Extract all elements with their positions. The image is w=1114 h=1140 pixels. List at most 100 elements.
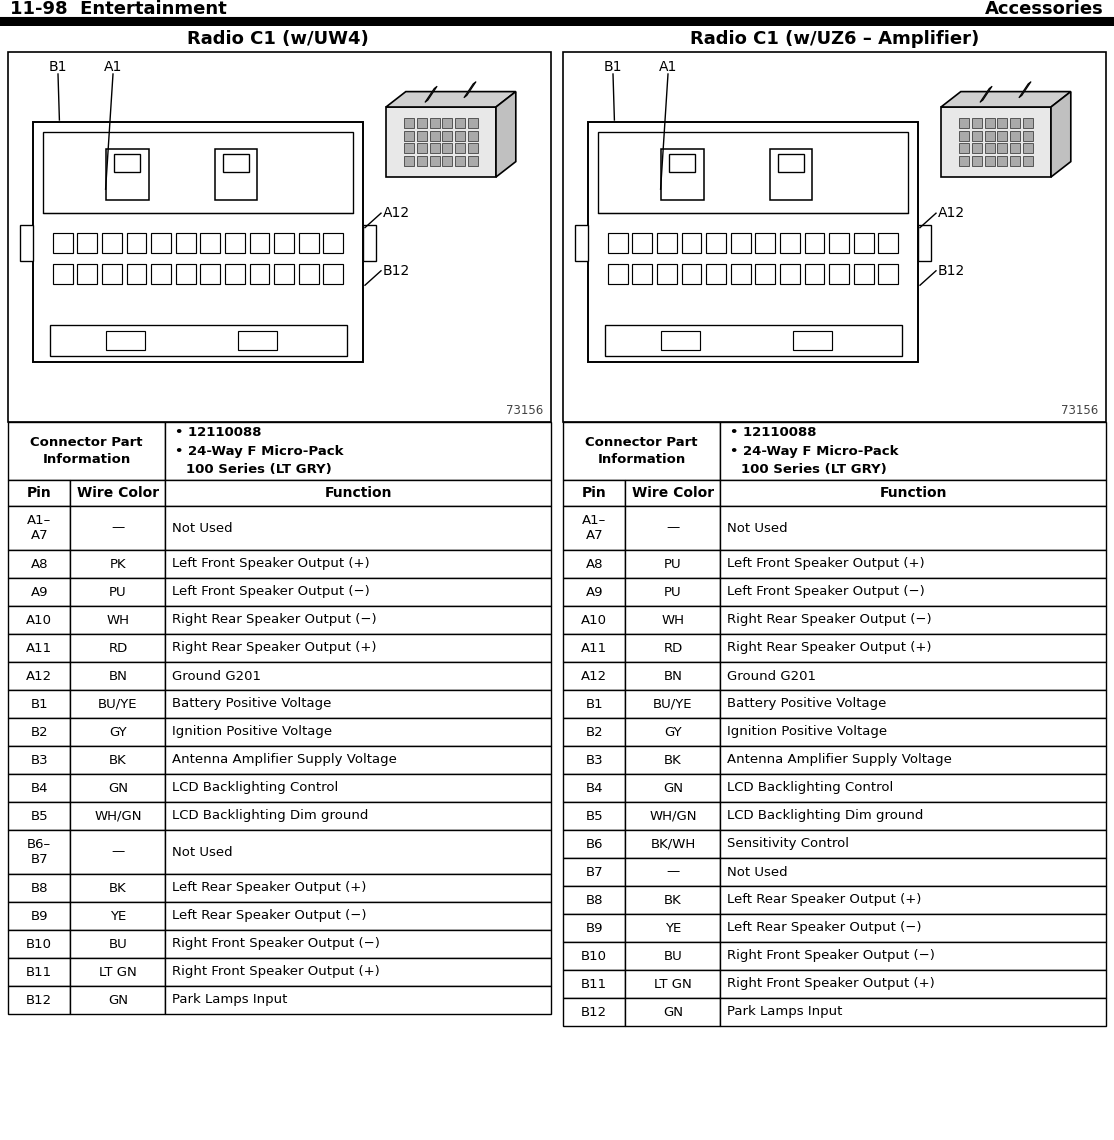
Bar — [563, 718, 625, 746]
Bar — [299, 264, 319, 284]
Bar — [166, 986, 551, 1013]
Bar — [563, 690, 625, 718]
Bar — [8, 506, 70, 549]
Bar — [70, 958, 166, 986]
Bar — [201, 234, 221, 253]
Bar — [633, 234, 652, 253]
Bar — [166, 634, 551, 662]
Text: Left Rear Speaker Output (−): Left Rear Speaker Output (−) — [173, 910, 367, 922]
Text: • 24-Way F Micro-Pack: • 24-Way F Micro-Pack — [176, 446, 344, 458]
Text: B12: B12 — [383, 263, 410, 278]
Text: Right Rear Speaker Output (+): Right Rear Speaker Output (+) — [727, 642, 932, 654]
Bar — [625, 803, 721, 830]
Bar — [70, 718, 166, 746]
Bar — [404, 119, 414, 128]
Text: Right Rear Speaker Output (−): Right Rear Speaker Output (−) — [727, 613, 932, 627]
Text: BK: BK — [109, 754, 127, 766]
Bar — [225, 234, 245, 253]
Bar — [563, 634, 625, 662]
Text: Radio C1 (w/UZ6 – Amplifier): Radio C1 (w/UZ6 – Amplifier) — [691, 30, 979, 48]
Bar — [70, 690, 166, 718]
Bar — [563, 886, 625, 914]
Bar — [878, 234, 898, 253]
Text: B12: B12 — [938, 263, 965, 278]
Text: A1–
A7: A1– A7 — [27, 514, 51, 542]
Text: Wire Color: Wire Color — [77, 486, 159, 500]
Text: Antenna Amplifier Supply Voltage: Antenna Amplifier Supply Voltage — [173, 754, 398, 766]
Bar — [52, 264, 72, 284]
Bar — [1023, 156, 1033, 166]
Text: LCD Backlighting Control: LCD Backlighting Control — [727, 782, 893, 795]
Text: B5: B5 — [586, 809, 603, 822]
Text: 73156: 73156 — [1061, 404, 1098, 416]
Bar — [731, 264, 751, 284]
Bar — [223, 154, 248, 172]
Bar — [721, 578, 1106, 606]
Bar — [563, 830, 625, 858]
Text: GN: GN — [108, 782, 128, 795]
Text: BK: BK — [664, 754, 682, 766]
Bar — [70, 662, 166, 690]
Bar — [166, 746, 551, 774]
Bar — [633, 264, 652, 284]
Bar — [563, 52, 1106, 422]
Text: Right Rear Speaker Output (−): Right Rear Speaker Output (−) — [173, 613, 378, 627]
Bar — [721, 480, 1106, 506]
Bar — [70, 506, 166, 549]
Text: BU: BU — [664, 950, 683, 962]
Bar — [8, 52, 551, 422]
Bar — [973, 144, 981, 153]
Bar — [468, 156, 478, 166]
Text: B11: B11 — [26, 966, 52, 978]
Bar — [563, 662, 625, 690]
Text: Not Used: Not Used — [173, 846, 233, 858]
Text: B2: B2 — [30, 725, 48, 739]
Bar — [70, 746, 166, 774]
Text: A1: A1 — [104, 60, 123, 74]
Text: 73156: 73156 — [506, 404, 543, 416]
Text: B1: B1 — [586, 698, 603, 710]
Text: B1: B1 — [604, 60, 623, 74]
Bar — [250, 234, 270, 253]
Bar — [8, 690, 70, 718]
Bar — [625, 746, 721, 774]
Bar — [1023, 131, 1033, 140]
Text: A1–
A7: A1– A7 — [583, 514, 606, 542]
Text: BN: BN — [664, 669, 683, 683]
Bar — [106, 149, 148, 200]
Text: A11: A11 — [26, 642, 52, 654]
Text: —: — — [111, 846, 125, 858]
Text: Connector Part
Information: Connector Part Information — [586, 435, 698, 466]
Bar — [114, 154, 140, 172]
Text: A11: A11 — [582, 642, 607, 654]
Text: WH/GN: WH/GN — [649, 809, 696, 822]
Bar — [363, 226, 377, 261]
Text: BK: BK — [109, 881, 127, 895]
Bar — [176, 264, 196, 284]
Bar — [417, 144, 427, 153]
Bar — [997, 119, 1007, 128]
Bar — [430, 144, 440, 153]
Bar — [127, 264, 146, 284]
Text: GY: GY — [664, 725, 682, 739]
Bar — [959, 131, 969, 140]
Text: Left Front Speaker Output (+): Left Front Speaker Output (+) — [727, 557, 925, 570]
Bar — [20, 226, 33, 261]
Bar — [166, 718, 551, 746]
Bar — [106, 331, 145, 350]
Polygon shape — [463, 82, 476, 98]
Text: Left Rear Speaker Output (+): Left Rear Speaker Output (+) — [727, 894, 922, 906]
Bar — [468, 119, 478, 128]
Bar — [70, 830, 166, 874]
Bar — [1010, 156, 1020, 166]
Text: Right Front Speaker Output (−): Right Front Speaker Output (−) — [727, 950, 936, 962]
Polygon shape — [1019, 82, 1032, 98]
Text: BK: BK — [664, 894, 682, 906]
Bar — [70, 774, 166, 803]
Bar — [442, 131, 452, 140]
Text: Battery Positive Voltage: Battery Positive Voltage — [173, 698, 332, 710]
Bar — [563, 422, 721, 480]
Bar — [468, 131, 478, 140]
Bar — [152, 234, 172, 253]
Bar — [70, 634, 166, 662]
